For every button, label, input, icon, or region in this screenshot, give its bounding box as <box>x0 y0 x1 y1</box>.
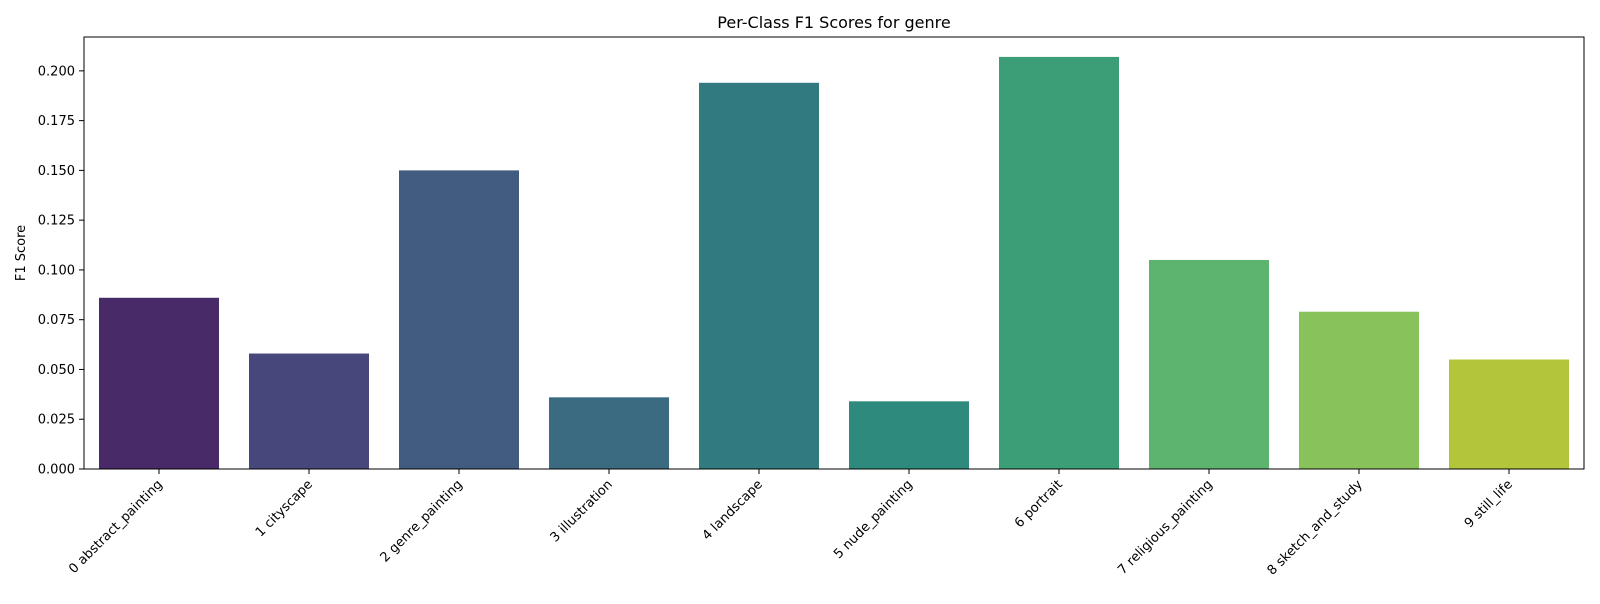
y-tick-label: 0.100 <box>38 263 75 278</box>
bar-1 <box>249 353 369 469</box>
x-tick-label: 5 nude_painting <box>831 477 916 562</box>
bar-4 <box>699 82 819 469</box>
y-tick-label: 0.000 <box>38 463 75 478</box>
bar-2 <box>399 170 519 469</box>
y-tick-label: 0.050 <box>38 363 75 378</box>
x-tick-label: 4 landscape <box>700 477 766 543</box>
x-tick-label: 7 religious_painting <box>1115 477 1216 578</box>
bar-9 <box>1449 359 1569 469</box>
bar-3 <box>549 397 669 469</box>
x-tick-label: 2 genre_painting <box>378 477 466 565</box>
y-tick-label: 0.200 <box>38 64 75 79</box>
x-axis: 0 abstract_painting 1 cityscape 2 genre_pa… <box>66 469 1516 579</box>
bars-layer <box>99 56 1569 469</box>
y-tick-label: 0.075 <box>38 313 75 328</box>
bar-8 <box>1299 311 1419 469</box>
bar-7 <box>1149 259 1269 469</box>
y-axis-label: F1 Score <box>14 225 29 281</box>
bar-0 <box>99 297 219 469</box>
bar-5 <box>849 401 969 469</box>
x-tick-label: 1 cityscape <box>253 477 316 540</box>
y-axis: 0.000 0.025 0.050 0.075 0.100 0.125 0.150 0.175… <box>38 64 84 478</box>
y-tick-label: 0.175 <box>38 114 75 129</box>
plot-frame <box>83 36 1585 470</box>
y-tick-label: 0.150 <box>38 164 75 179</box>
y-tick-label: 0.125 <box>38 214 75 229</box>
x-tick-label: 9 still_life <box>1462 477 1516 531</box>
bar-6 <box>999 56 1119 469</box>
x-tick-label: 3 illustration <box>548 477 616 545</box>
chart-title: Per-Class F1 Scores for genre <box>717 13 950 32</box>
x-tick-label: 6 portrait <box>1012 477 1066 531</box>
x-tick-label: 8 sketch_and_study <box>1265 477 1366 578</box>
x-tick-label: 0 abstract_painting <box>66 477 166 577</box>
y-tick-label: 0.025 <box>38 413 75 428</box>
